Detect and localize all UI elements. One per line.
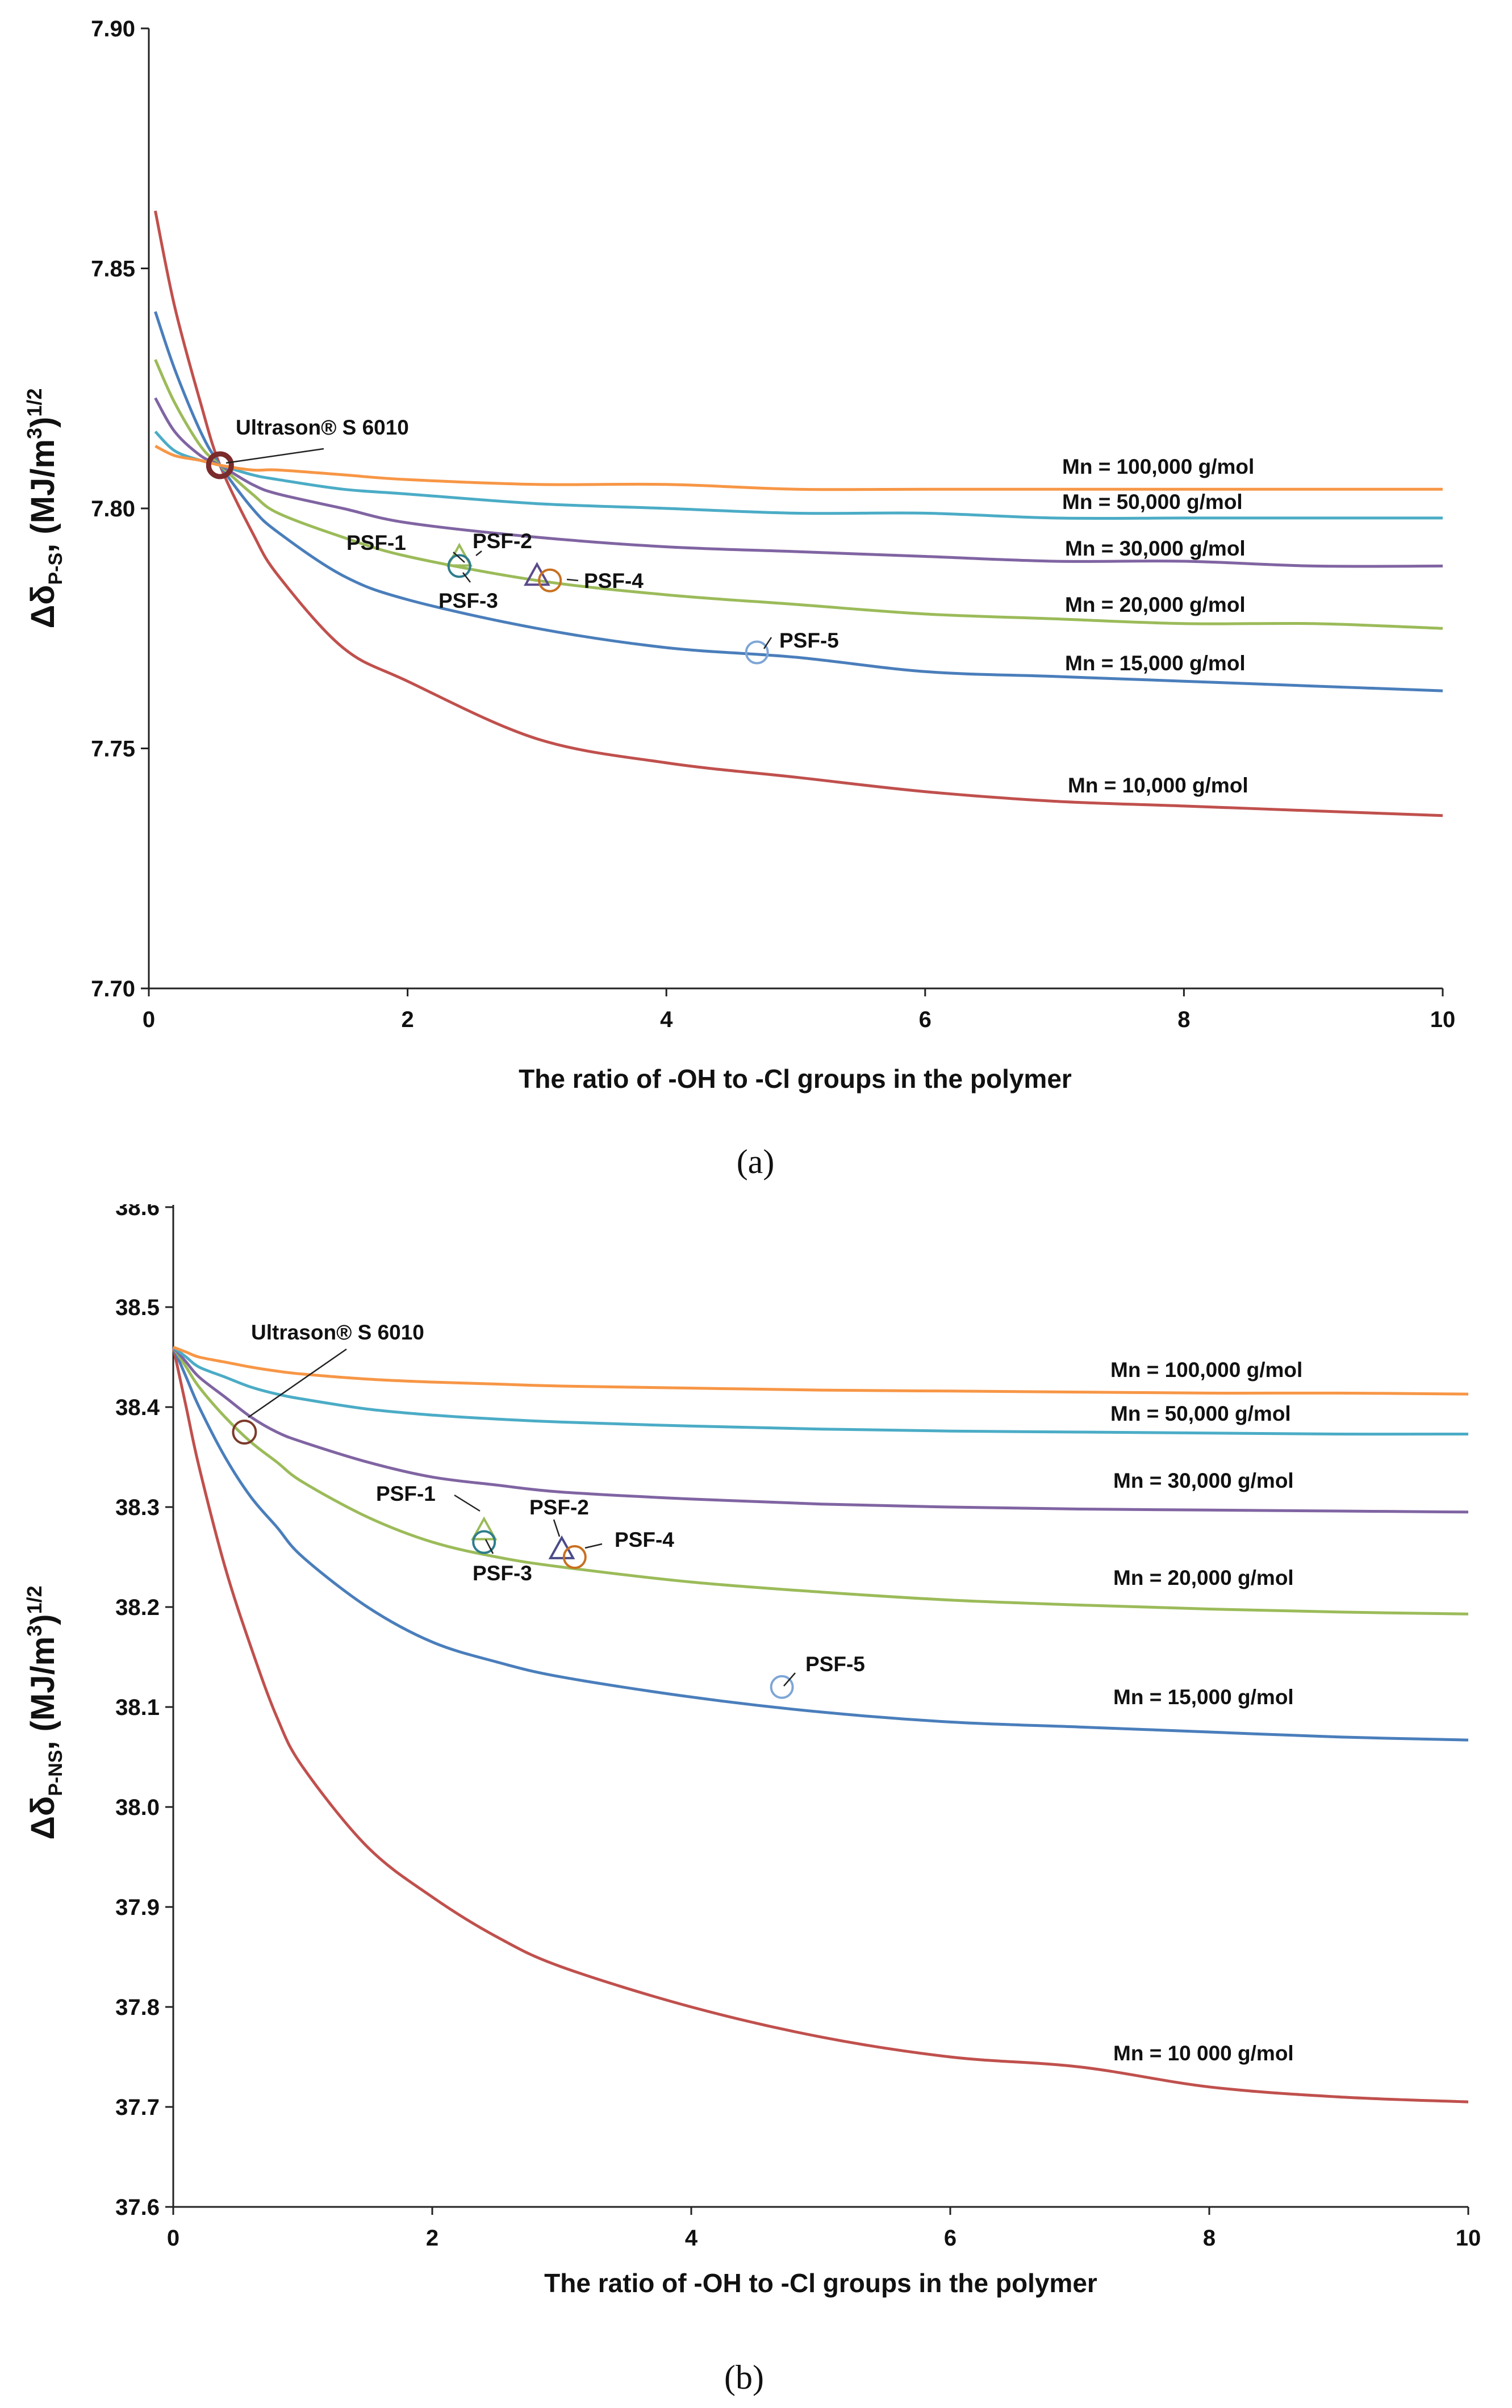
chart-a-svg: 7.70 7.75 7.80 7.85 7.90 0 2 4 6 8 10 Ultrason® S…: [23, 16, 1455, 1180]
chart-b-xlabel: The ratio of -OH to -Cl groups in the po…: [544, 2268, 1097, 2298]
y-tick-label: 7.80: [91, 496, 135, 521]
y-tick-label: 38.2: [115, 1595, 160, 1620]
annotation-ultrason: Ultrason® S 6010: [236, 416, 409, 439]
series-line-10000: [153, 210, 1443, 817]
annotation-psf-1: PSF-1: [346, 531, 406, 554]
y-tick-label: 37.9: [115, 1895, 160, 1920]
series-label-b-10000: Mn = 10 000 g/mol: [1113, 2042, 1294, 2065]
series-label-b-30000: Mn = 30,000 g/mol: [1113, 1469, 1294, 1492]
chart-panel-a: 7.70 7.75 7.80 7.85 7.90 0 2 4 6 8 10 Ultrason® S…: [23, 16, 1455, 1180]
chart-a-series-labels: Mn = 100,000 g/mol Mn = 50,000 g/mol Mn …: [1062, 455, 1254, 797]
y-tick-label: 7.85: [91, 257, 135, 282]
chart-b-ylabel: ΔδP-NS, (MJ/m3)1/2: [23, 1585, 66, 1839]
marker-psf-2: [524, 562, 550, 586]
y-tick-label: 38.6: [115, 1204, 160, 1220]
chart-b-axes: [172, 1205, 1468, 2208]
annotation-psf-4: PSF-4: [584, 569, 644, 592]
series-label-b-15000: Mn = 15,000 g/mol: [1113, 1685, 1294, 1709]
chart-b-svg: 37.6 37.7 37.8 37.9 38.0 38.1 38.2 38.3 38.4 38.5…: [23, 1204, 1481, 2396]
y-tick-label: 7.70: [91, 976, 135, 1001]
series-line-10000: [172, 1346, 1469, 2104]
marker-psf-5: [745, 640, 769, 665]
series-line-100000: [154, 444, 1443, 491]
chart-panel-b: 37.6 37.7 37.8 37.9 38.0 38.1 38.2 38.3 38.4 38.5…: [0, 1204, 1512, 2408]
chart-a-xlabel: The ratio of -OH to -Cl groups in the po…: [519, 1064, 1072, 1094]
x-tick-label: 4: [685, 2226, 698, 2251]
annotation-psf-2-b: PSF-2: [529, 1496, 589, 1519]
series-line-100000: [173, 1346, 1469, 1396]
annotation-psf-1-b: PSF-1: [376, 1482, 436, 1505]
x-tick-label: 4: [660, 1007, 673, 1032]
chart-a-annotations: Ultrason® S 6010 PSF-1 PSF-2 PSF-3 PSF-4…: [225, 416, 839, 652]
x-tick-label: 8: [1203, 2226, 1216, 2251]
series-line-15000: [172, 1346, 1469, 1742]
series-line-50000: [172, 1346, 1469, 1436]
x-tick-label: 6: [944, 2226, 957, 2251]
marker-psf-3: [472, 1530, 496, 1554]
panel-label-a: (a): [737, 1143, 775, 1180]
marker-psf-3: [447, 554, 471, 578]
y-tick-label: 7.75: [91, 737, 135, 762]
x-tick-label: 6: [919, 1007, 932, 1032]
chart-a-xticks: 0 2 4 6 8 10: [143, 988, 1455, 1032]
x-tick-label: 10: [1430, 1007, 1456, 1032]
annotation-psf-5: PSF-5: [779, 629, 839, 652]
marker-psf-1: [446, 542, 473, 567]
chart-b-yticks: 37.6 37.7 37.8 37.9 38.0 38.1 38.2 38.3 38.4 38.5…: [115, 1204, 173, 2220]
chart-a-points: [206, 451, 769, 665]
panel-label-b: (b): [724, 2359, 764, 2396]
chart-a-ylabel: ΔδP-S, (MJ/m3)1/2: [23, 389, 66, 629]
series-label-b-100000: Mn = 100,000 g/mol: [1110, 1358, 1302, 1382]
series-line-20000: [154, 358, 1443, 630]
y-tick-label: 38.1: [115, 1695, 160, 1720]
annotation-psf-3: PSF-3: [438, 589, 498, 612]
x-tick-label: 2: [426, 2226, 438, 2251]
x-tick-label: 8: [1177, 1007, 1190, 1032]
series-label-a-10000: Mn = 10,000 g/mol: [1068, 774, 1248, 797]
marker-ultrason-s-6010: [206, 451, 234, 479]
series-label-a-30000: Mn = 30,000 g/mol: [1065, 537, 1246, 560]
annotation-psf-4-b: PSF-4: [615, 1528, 674, 1551]
marker-psf-1: [470, 1516, 498, 1541]
series-label-b-20000: Mn = 20,000 g/mol: [1113, 1566, 1294, 1589]
y-tick-label: 38.3: [115, 1495, 160, 1520]
series-line-30000: [154, 397, 1443, 568]
y-tick-label: 38.0: [115, 1795, 160, 1820]
y-tick-label: 7.90: [91, 16, 135, 41]
chart-b-series: [172, 1346, 1469, 2104]
chart-a-yticks: 7.70 7.75 7.80 7.85 7.90: [91, 16, 149, 1001]
series-label-b-50000: Mn = 50,000 g/mol: [1110, 1402, 1291, 1425]
y-tick-label: 37.8: [115, 1995, 160, 2020]
series-line-50000: [154, 431, 1443, 520]
annotation-ultrason-b: Ultrason® S 6010: [251, 1321, 424, 1344]
series-label-a-100000: Mn = 100,000 g/mol: [1062, 455, 1254, 478]
series-label-a-15000: Mn = 15,000 g/mol: [1065, 652, 1246, 675]
marker-psf-5: [770, 1675, 794, 1699]
series-line-30000: [172, 1346, 1469, 1514]
y-tick-label: 38.4: [115, 1395, 160, 1420]
y-tick-label: 38.5: [115, 1295, 160, 1320]
marker-ultrason-s-6010: [232, 1420, 257, 1445]
y-tick-label: 37.6: [115, 2195, 160, 2220]
x-tick-label: 0: [167, 2226, 179, 2251]
x-tick-label: 0: [143, 1007, 155, 1032]
marker-psf-4: [538, 568, 562, 592]
series-label-a-20000: Mn = 20,000 g/mol: [1065, 593, 1246, 616]
annotation-psf-2: PSF-2: [473, 529, 532, 553]
marker-psf-4: [562, 1545, 587, 1569]
y-tick-label: 37.7: [115, 2095, 160, 2120]
annotation-psf-5-b: PSF-5: [805, 1652, 865, 1676]
series-label-a-50000: Mn = 50,000 g/mol: [1062, 490, 1243, 514]
chart-b-xticks: 0 2 4 6 8 10: [167, 2207, 1481, 2251]
chart-b-series-labels: Mn = 100,000 g/mol Mn = 50,000 g/mol Mn …: [1110, 1358, 1302, 2065]
chart-b-points: [232, 1420, 794, 1699]
chart-b-annotations: Ultrason® S 6010 PSF-1 PSF-2 PSF-3 PSF-4…: [248, 1321, 865, 1687]
x-tick-label: 10: [1456, 2226, 1481, 2251]
chart-a-series: [153, 210, 1443, 817]
x-tick-label: 2: [401, 1007, 413, 1032]
annotation-psf-3-b: PSF-3: [473, 1562, 532, 1585]
